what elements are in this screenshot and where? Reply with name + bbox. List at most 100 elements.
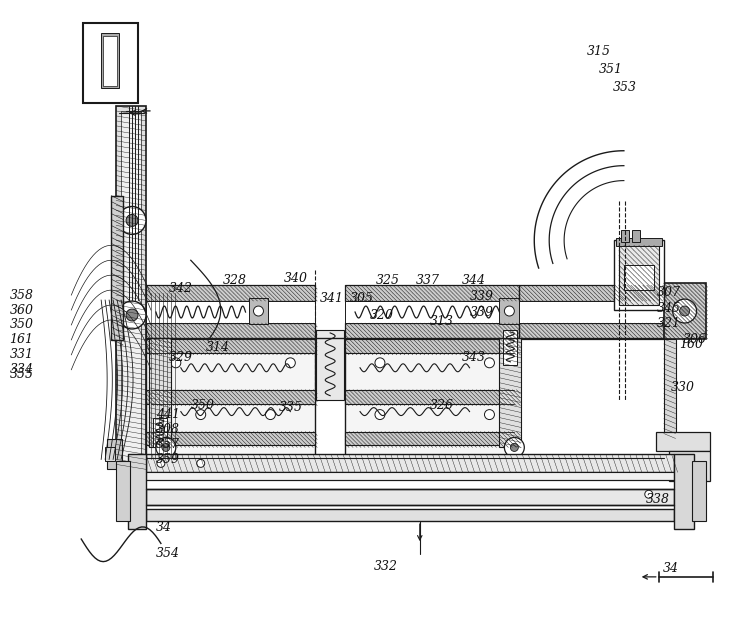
Text: 350: 350 — [191, 399, 215, 412]
Bar — [345, 301, 520, 323]
Bar — [146, 323, 315, 339]
Circle shape — [118, 207, 146, 234]
Circle shape — [510, 443, 518, 452]
Bar — [149, 338, 171, 447]
Text: 339: 339 — [470, 306, 493, 318]
Bar — [105, 447, 115, 461]
Circle shape — [118, 301, 146, 329]
Text: 308: 308 — [156, 423, 180, 436]
Bar — [504, 330, 517, 365]
Circle shape — [672, 299, 697, 323]
Text: 314: 314 — [206, 341, 230, 354]
Circle shape — [162, 443, 170, 452]
Text: 350: 350 — [10, 318, 34, 332]
Text: 305: 305 — [350, 292, 374, 304]
Text: 345: 345 — [657, 302, 680, 315]
Text: 353: 353 — [613, 80, 637, 94]
Bar — [146, 489, 674, 505]
Bar — [116, 461, 130, 521]
Text: 355: 355 — [10, 368, 34, 382]
Bar — [146, 339, 315, 353]
Text: 307: 307 — [657, 286, 680, 299]
Text: 34: 34 — [156, 521, 172, 533]
Bar — [121, 111, 141, 468]
Bar — [107, 440, 122, 470]
Circle shape — [126, 214, 138, 226]
Bar — [499, 298, 520, 324]
Bar — [345, 285, 520, 301]
Circle shape — [266, 410, 275, 420]
Bar — [345, 323, 520, 339]
Circle shape — [126, 309, 138, 321]
Circle shape — [157, 459, 165, 468]
Text: 343: 343 — [462, 352, 486, 364]
Bar — [103, 36, 117, 86]
Text: 325: 325 — [376, 274, 400, 286]
Text: 161: 161 — [10, 334, 34, 346]
Bar — [249, 298, 269, 324]
Bar — [691, 461, 705, 521]
Text: 329: 329 — [169, 352, 193, 364]
Circle shape — [171, 358, 181, 367]
Text: 313: 313 — [429, 315, 454, 329]
Bar — [345, 390, 520, 404]
Text: 315: 315 — [587, 45, 611, 57]
Bar — [655, 431, 711, 452]
Text: 320: 320 — [370, 309, 394, 322]
Bar — [345, 431, 520, 445]
Circle shape — [197, 459, 205, 468]
Bar — [520, 301, 664, 323]
Text: 340: 340 — [283, 272, 308, 285]
Text: 337: 337 — [415, 274, 440, 286]
Bar — [146, 472, 674, 480]
Text: 330: 330 — [671, 381, 694, 394]
Text: 441: 441 — [156, 408, 180, 421]
Text: 342: 342 — [169, 281, 193, 295]
Bar — [146, 285, 315, 301]
Bar — [621, 230, 629, 242]
Text: 331: 331 — [10, 348, 34, 361]
Text: 306: 306 — [683, 334, 707, 346]
Bar — [669, 452, 711, 481]
Bar — [146, 431, 315, 445]
Circle shape — [286, 358, 295, 367]
Bar — [520, 285, 664, 301]
Circle shape — [504, 438, 524, 457]
Text: 334: 334 — [10, 363, 34, 376]
Bar — [146, 339, 315, 458]
Bar — [101, 33, 119, 88]
Text: 358: 358 — [10, 288, 34, 302]
Circle shape — [196, 410, 206, 420]
Bar — [146, 454, 674, 472]
Text: 357: 357 — [156, 438, 180, 451]
Circle shape — [375, 358, 385, 367]
Bar — [111, 195, 123, 340]
Circle shape — [156, 438, 176, 457]
Circle shape — [375, 410, 385, 420]
Circle shape — [253, 306, 264, 316]
Text: 332: 332 — [374, 560, 398, 574]
Bar — [316, 330, 344, 399]
Bar — [345, 339, 520, 353]
Bar — [664, 339, 676, 438]
Bar — [116, 106, 146, 470]
Bar — [616, 239, 662, 246]
Bar — [520, 323, 664, 339]
Bar — [499, 338, 521, 447]
Bar — [614, 241, 664, 310]
Text: 321: 321 — [657, 318, 680, 330]
Text: 338: 338 — [646, 493, 670, 506]
Text: 160: 160 — [679, 338, 702, 352]
Bar — [624, 265, 654, 290]
Bar — [146, 390, 315, 404]
Bar — [664, 283, 705, 339]
Circle shape — [644, 490, 653, 498]
Bar — [619, 246, 658, 305]
Circle shape — [484, 410, 495, 420]
Text: 341: 341 — [320, 292, 344, 304]
Bar — [146, 301, 315, 323]
Bar — [345, 339, 520, 458]
Text: 339: 339 — [470, 290, 493, 302]
Text: 351: 351 — [599, 63, 623, 75]
Circle shape — [680, 306, 689, 316]
